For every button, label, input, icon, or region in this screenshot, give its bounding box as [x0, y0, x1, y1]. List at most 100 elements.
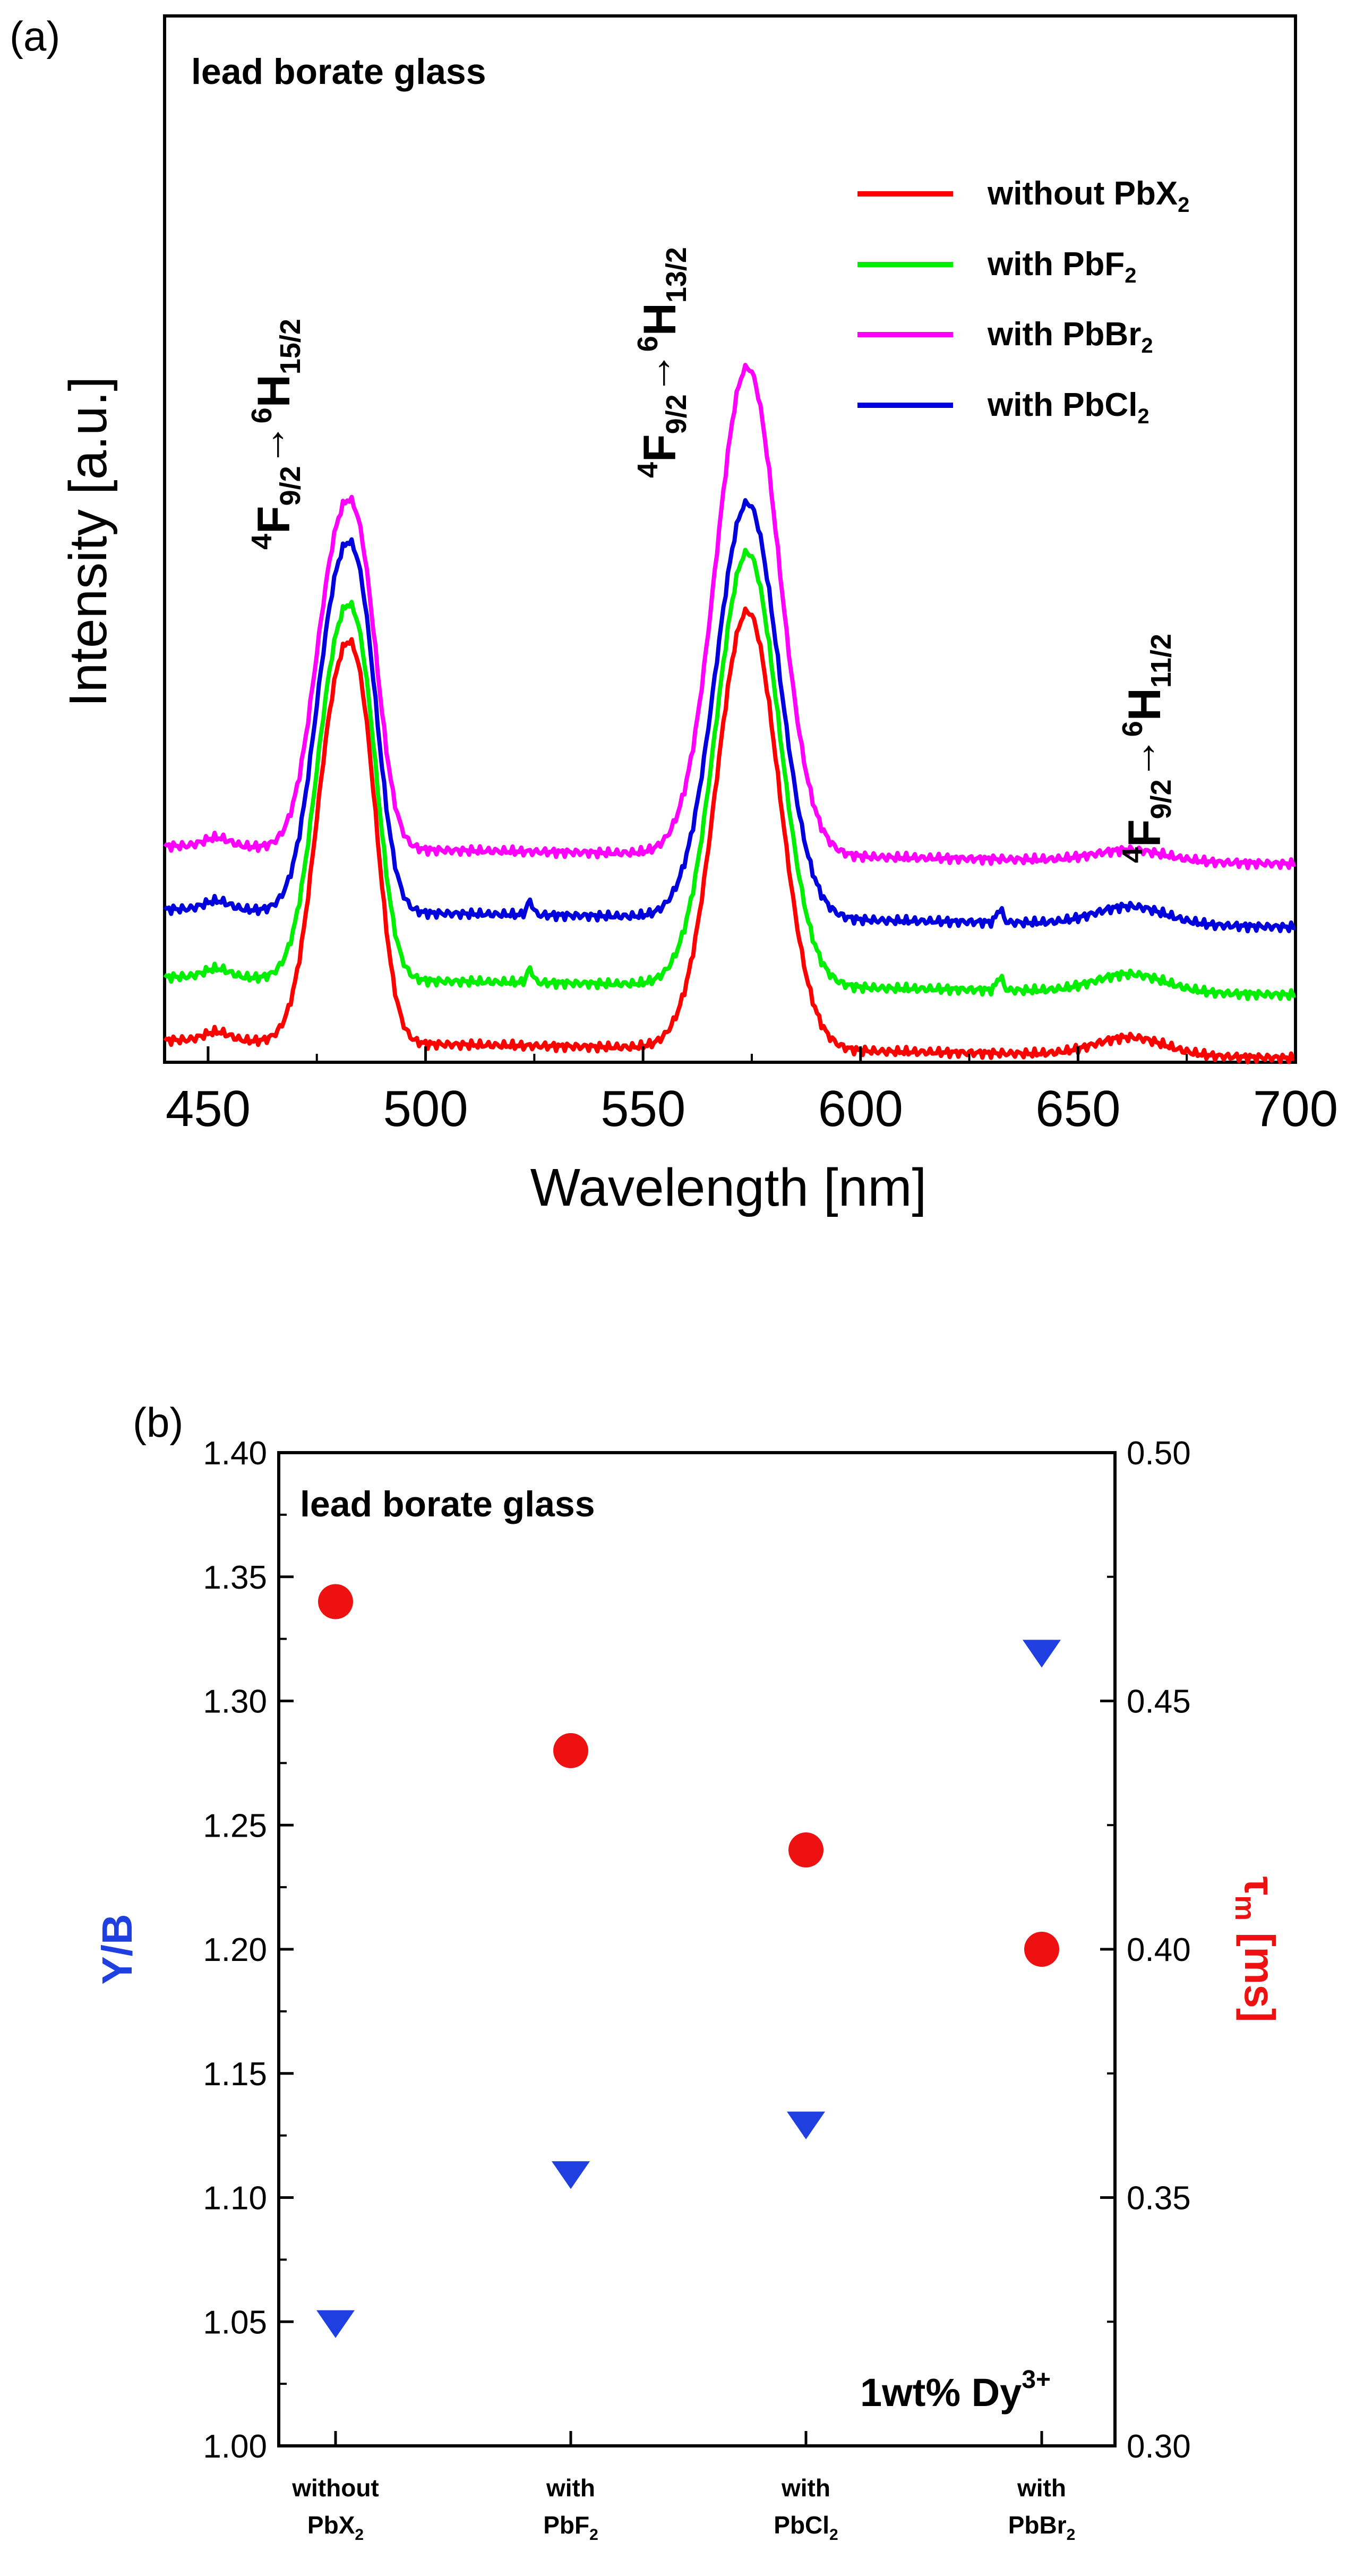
right-axis-label-greek: τ — [1236, 1876, 1283, 1896]
right-axis-label-sub: m — [1229, 1895, 1261, 1921]
tau-circle-point — [1024, 1932, 1059, 1967]
transition-from-sup: 4 — [1117, 847, 1148, 863]
series-line-0 — [163, 606, 1296, 1064]
right-tick-label: 0.50 — [1127, 1435, 1191, 1472]
yb-triangle-point — [787, 2111, 825, 2139]
transition-from-sub: 9/2 — [1145, 779, 1177, 819]
x-tick-label: 600 — [818, 1080, 903, 1137]
y-axis-label: Intensity [a.u.] — [58, 377, 118, 707]
panel-a-title: lead borate glass — [191, 52, 486, 92]
legend-label-text: with PbBr — [987, 316, 1141, 353]
dopant-annotation: 1wt% Dy3+ — [860, 2366, 1051, 2415]
transition-to-sub: 11/2 — [1145, 634, 1177, 688]
left-axis-label: Y/B — [93, 1914, 141, 1984]
category-label-line1: without — [291, 2474, 379, 2502]
transition-to-sup: 6 — [246, 407, 278, 423]
transition-from-sup: 4 — [632, 462, 664, 478]
x-tick-label: 450 — [166, 1080, 251, 1137]
panel-a-label: (a) — [10, 13, 60, 59]
transition-to-sup: 6 — [632, 336, 664, 352]
yb-triangle-point — [552, 2161, 590, 2189]
category-label-formula: PbX — [307, 2511, 355, 2539]
x-tick-label: 650 — [1035, 1080, 1120, 1137]
legend-label-sub: 2 — [1125, 264, 1136, 287]
tau-circle-point — [318, 1584, 353, 1619]
transition-to-sub: 15/2 — [274, 319, 306, 374]
x-tick-label: 500 — [383, 1080, 468, 1137]
right-tick-label: 0.45 — [1127, 1684, 1191, 1720]
panel-a: (a) lead borate glass 450 500 550 600 650 700… — [10, 13, 1338, 1217]
legend-label-text: without PbX — [987, 175, 1178, 212]
category-label-line1: with — [1017, 2474, 1066, 2502]
left-tick-label: 1.35 — [203, 1559, 267, 1596]
category-label-formula: PbBr — [1008, 2511, 1067, 2539]
series-line-1 — [163, 548, 1296, 1001]
transition-to-term: H — [248, 374, 299, 407]
right-tick-label: 0.30 — [1127, 2428, 1191, 2465]
category-label-line2: PbBr2 — [1008, 2511, 1076, 2544]
transition-to-sub: 13/2 — [660, 247, 692, 303]
category-label-line2: PbX2 — [307, 2511, 364, 2544]
x-tick-label: 550 — [600, 1080, 685, 1137]
series-line-3 — [163, 498, 1296, 934]
panel-b: (b) lead borate glass 1.001.051.101.151.… — [93, 1399, 1283, 2544]
legend-label-text: with PbCl — [987, 387, 1137, 423]
category-label-line1: with — [781, 2474, 830, 2502]
transition-from-term: F — [1119, 819, 1170, 847]
yb-triangle-point — [1023, 1640, 1061, 1668]
tau-circle-point — [553, 1733, 588, 1768]
left-tick-label: 1.05 — [203, 2304, 267, 2341]
transition-label: 4F9/2→6H15/2 — [246, 319, 306, 550]
legend-label-sub: 2 — [1141, 334, 1153, 357]
transition-arrow: → — [633, 352, 680, 394]
left-tick-label: 1.00 — [203, 2428, 267, 2465]
x-axis-label: Wavelength [nm] — [530, 1158, 927, 1217]
tau-circle-point — [788, 1832, 823, 1867]
left-tick-label: 1.10 — [203, 2180, 267, 2217]
panel-b-plot-frame — [277, 1451, 1117, 2447]
legend-label-sub: 2 — [1178, 193, 1189, 217]
legend-label: without PbX2 — [987, 175, 1189, 217]
category-label-line1: with — [546, 2474, 595, 2502]
panel-b-axes: 1.00 1.05 1.10 1.15 1.20 1.25 1.30 1.35 1.40 0.30… — [203, 1435, 1190, 2465]
left-tick-label: 1.40 — [203, 1435, 267, 1472]
transition-from-sup: 4 — [246, 534, 278, 550]
legend-label: with PbF2 — [987, 246, 1137, 287]
left-tick-label: 1.15 — [203, 2056, 267, 2093]
legend-label: with PbCl2 — [987, 387, 1149, 428]
category-label-line2: PbCl2 — [774, 2511, 838, 2544]
right-tick-label: 0.40 — [1127, 1932, 1191, 1968]
legend-label: with PbBr2 — [987, 316, 1153, 357]
category-label-sub: 2 — [1067, 2526, 1076, 2544]
right-axis-label: τm [ms] — [1229, 1876, 1283, 2023]
spectra-series — [163, 363, 1296, 1064]
x-axis-ticks: 450 500 550 600 650 700 — [166, 1046, 1338, 1137]
transition-from-sub: 9/2 — [660, 394, 692, 434]
left-tick-label: 1.25 — [203, 1807, 267, 1844]
panel-b-title: lead borate glass — [300, 1484, 595, 1524]
category-label-sub: 2 — [589, 2526, 598, 2544]
category-label-formula: PbCl — [774, 2511, 829, 2539]
yb-triangle-point — [316, 2310, 355, 2338]
category-label-line2: PbF2 — [543, 2511, 598, 2544]
dopant-annotation-text: 1wt% Dy — [860, 2370, 1022, 2415]
dopant-annotation-sup: 3+ — [1022, 2366, 1051, 2394]
transition-from-sub: 9/2 — [274, 466, 306, 506]
right-tick-label: 0.35 — [1127, 2180, 1191, 2217]
transition-to-term: H — [1119, 688, 1170, 721]
transition-to-term: H — [634, 303, 685, 336]
transition-from-term: F — [634, 434, 685, 462]
series-line-2 — [163, 363, 1296, 871]
data-points — [316, 1584, 1061, 2338]
transition-arrow: → — [1118, 737, 1165, 779]
legend-label-sub: 2 — [1137, 405, 1149, 428]
category-label-sub: 2 — [355, 2526, 364, 2544]
left-tick-label: 1.20 — [203, 1932, 267, 1968]
right-axis-label-unit: [ms] — [1236, 1921, 1283, 2022]
x-tick-label: 700 — [1253, 1080, 1338, 1137]
category-label-formula: PbF — [543, 2511, 589, 2539]
